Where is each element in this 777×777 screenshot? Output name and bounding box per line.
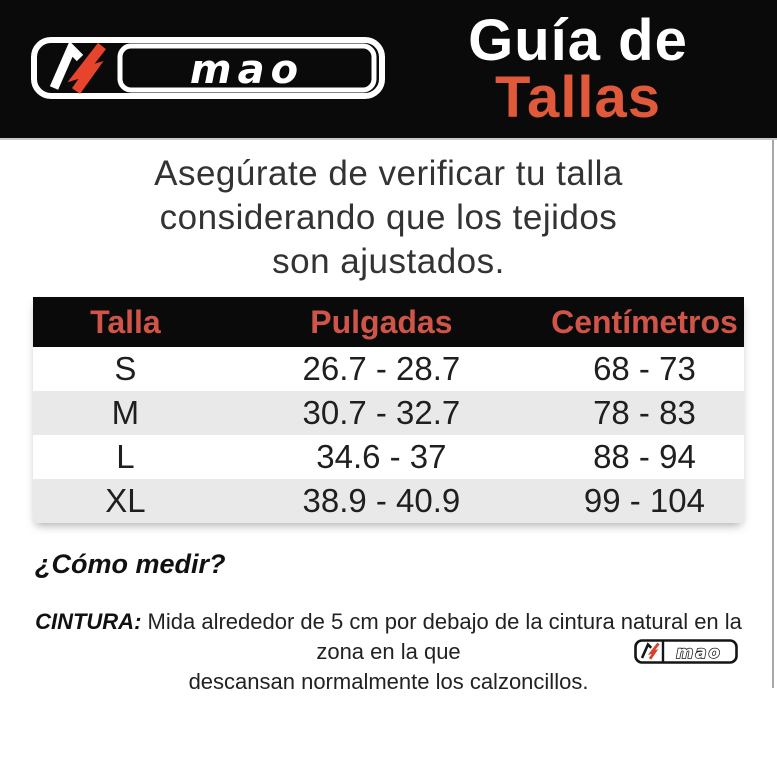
footer-logo-outline: [634, 639, 738, 664]
how-to-measure-heading: ¿Cómo medir?: [35, 549, 226, 579]
intro-text: Asegúrate de verificar tu talla consider…: [0, 152, 777, 284]
cell-inches: 38.9 - 40.9: [302, 482, 461, 519]
cell-inches: 30.7 - 32.7: [302, 394, 461, 431]
column-header-centimetros: Centímetros: [551, 304, 738, 340]
cell-inches: 34.6 - 37: [316, 438, 447, 475]
mao-wordmark-box: [117, 43, 377, 93]
waist-instruction: CINTURA: Mida alrededor de 5 cm por deba…: [25, 607, 752, 697]
mao-lightning-icon: [49, 41, 106, 94]
column-header-pulgadas: Pulgadas: [310, 304, 453, 340]
table-header-row: Talla Pulgadas Centímetros: [33, 297, 744, 347]
cell-size: XL: [105, 482, 146, 519]
table-row-xl: XL 38.9 - 40.9 99 - 104: [33, 479, 744, 523]
mao-wordmark: mao: [190, 47, 304, 93]
waist-instruction-line2: descansan normalmente los calzoncillos.: [188, 669, 589, 694]
cell-centimeters: 78 - 83: [593, 394, 696, 431]
footer-mao-lightning-icon: [640, 642, 660, 660]
mao-logo: mao: [31, 37, 385, 99]
page-title-line1: Guía de: [468, 8, 688, 73]
table-row-m: M 30.7 - 32.7 78 - 83: [33, 391, 744, 435]
header-band: mao Guía de Tallas: [0, 0, 777, 140]
cell-centimeters: 68 - 73: [593, 350, 696, 387]
intro-line: considerando que los tejidos: [159, 198, 618, 237]
size-table: Talla Pulgadas Centímetros S 26.7 - 28.7…: [33, 297, 744, 523]
page-title-line2: Tallas: [494, 65, 662, 130]
column-header-talla: Talla: [90, 304, 161, 340]
intro-line: son ajustados.: [272, 242, 505, 281]
cell-size: S: [114, 350, 137, 387]
intro-line: Asegúrate de verificar tu talla: [154, 154, 623, 193]
cell-centimeters: 88 - 94: [593, 438, 696, 475]
footer-mao-logo: mao: [634, 639, 738, 664]
right-edge-line: [772, 140, 774, 688]
table-row-l: L 34.6 - 37 88 - 94: [33, 435, 744, 479]
waist-instruction-line1: Mida alrededor de 5 cm por debajo de la …: [147, 609, 742, 664]
table-row-s: S 26.7 - 28.7 68 - 73: [33, 347, 744, 391]
page-title: Guía de Tallas: [430, 8, 726, 130]
cell-inches: 26.7 - 28.7: [302, 350, 461, 387]
cell-size: M: [111, 394, 140, 431]
waist-label: CINTURA:: [35, 609, 142, 634]
cell-size: L: [116, 438, 135, 475]
cell-centimeters: 99 - 104: [583, 482, 705, 519]
footer-mao-wordmark: mao: [676, 643, 722, 662]
